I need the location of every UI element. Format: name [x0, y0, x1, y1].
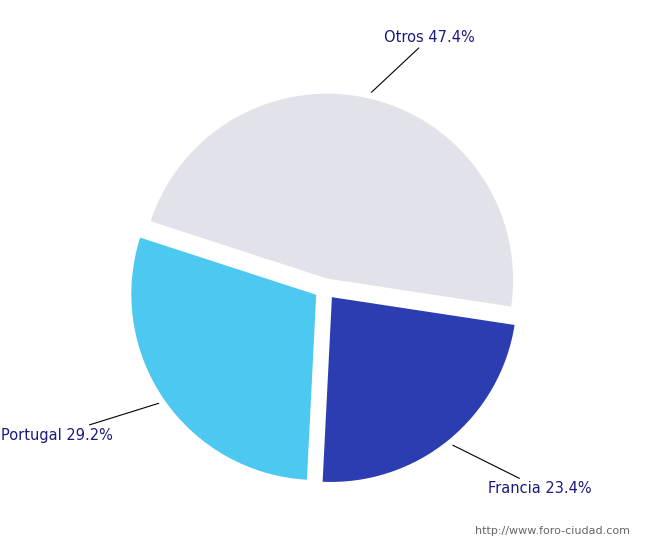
- Wedge shape: [322, 296, 516, 483]
- Text: Otros 47.4%: Otros 47.4%: [372, 30, 475, 92]
- Text: Francia 23.4%: Francia 23.4%: [453, 445, 592, 496]
- Wedge shape: [130, 236, 317, 481]
- Wedge shape: [150, 92, 514, 308]
- Text: Parada de Rubiales - Turistas extranjeros según país - Octubre de 2024: Parada de Rubiales - Turistas extranjero…: [53, 18, 597, 34]
- Text: Portugal 29.2%: Portugal 29.2%: [1, 403, 159, 443]
- Text: http://www.foro-ciudad.com: http://www.foro-ciudad.com: [476, 526, 630, 536]
